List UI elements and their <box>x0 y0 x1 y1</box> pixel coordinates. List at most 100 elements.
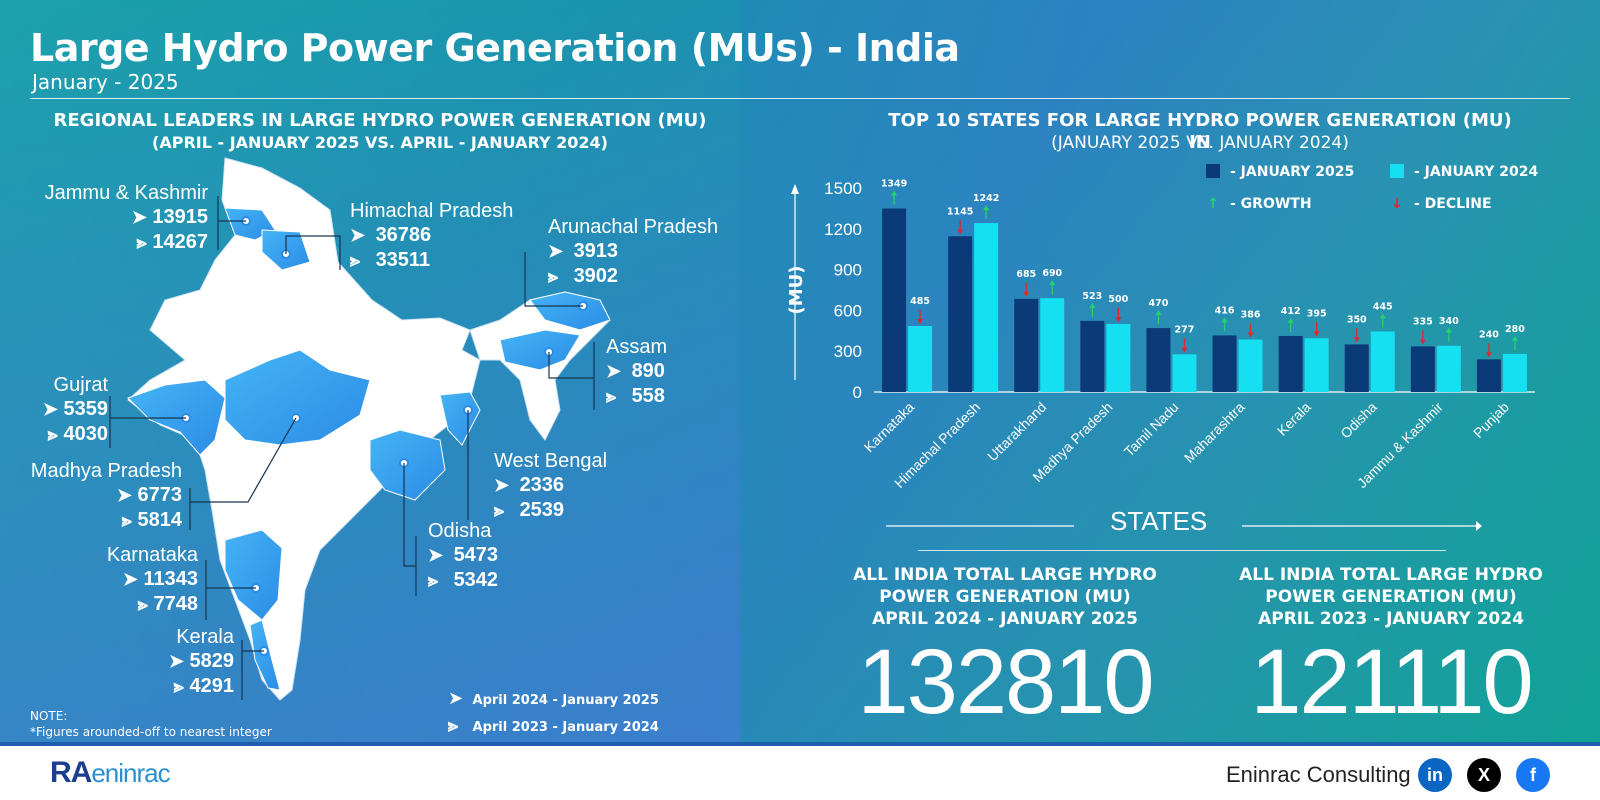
bar <box>882 208 907 392</box>
legend-growth: ↑ - GROWTH <box>1206 196 1312 212</box>
hollow-arrow-icon: ⪢ <box>47 424 58 444</box>
y-tick-label: 1500 <box>824 179 862 198</box>
label-assam: Assam ➤ 890 ⪢ 558 <box>606 336 667 409</box>
bar <box>948 236 973 392</box>
decline-arrowhead <box>1247 332 1254 338</box>
note-title: NOTE: <box>30 709 68 723</box>
decline-arrowhead <box>1313 331 1320 337</box>
state-previous-value: 4291 <box>189 675 235 697</box>
solid-arrow-icon: ➤ <box>606 361 622 381</box>
bar-chart: (MU) 0 300 600 900 1200 1500 1349 485 Karnataka 11… <box>786 179 1535 491</box>
bar-value-label: 335 <box>1413 316 1433 327</box>
state-previous-value: 14267 <box>152 231 208 253</box>
label-madhya-pradesh: Madhya Pradesh ➤ 6773 ⪢ 5814 <box>22 460 182 533</box>
label-arunachal-pradesh: Arunachal Pradesh ➤ 3913 ⪢ 3902 <box>548 216 718 289</box>
bar <box>1146 328 1171 392</box>
page-title: Large Hydro Power Generation (MUs) - Ind… <box>30 26 960 70</box>
leader-odisha <box>403 463 417 596</box>
legend-label-growth: - GROWTH <box>1230 196 1312 212</box>
bar-value-label: 277 <box>1175 324 1195 335</box>
solid-arrow-icon: ➤ <box>131 207 147 227</box>
state-current-value: 11343 <box>143 568 198 590</box>
state-previous-value: 3902 <box>573 265 619 287</box>
state-previous-value: 7748 <box>153 593 199 615</box>
bar-value-label: 685 <box>1016 269 1036 280</box>
bar-value-label: 1242 <box>973 193 999 204</box>
bar-value-label: 416 <box>1215 305 1235 316</box>
leader-jammu-kashmir <box>217 196 246 250</box>
bar-value-label: 280 <box>1505 324 1525 335</box>
states-axis-line <box>886 521 1482 531</box>
total-previous-heading-line: APRIL 2023 - JANUARY 2024 <box>1258 609 1524 629</box>
state-previous-value: 2539 <box>519 499 565 521</box>
solid-arrow-icon: ➤ <box>548 241 564 261</box>
legend-label-jan-2025: - JANUARY 2025 <box>1230 164 1355 180</box>
state-current-value: 3913 <box>573 240 619 262</box>
total-previous-value: 121110 <box>1250 631 1533 733</box>
bar-value-label: 340 <box>1439 316 1459 327</box>
legend-swatch-jan-2025 <box>1206 164 1220 178</box>
hollow-arrow-icon: ⪢ <box>448 715 459 736</box>
bar-value-label: 395 <box>1307 308 1327 319</box>
label-west-bengal: West Bengal ➤ 2336 ⪢ 2539 <box>494 450 607 523</box>
x-icon[interactable]: X <box>1467 758 1501 792</box>
y-axis-arrowhead <box>791 184 799 194</box>
solid-arrow-icon: ➤ <box>168 651 184 671</box>
growth-arrowhead <box>891 190 898 196</box>
label-karnataka: Karnataka ➤ 11343 ⪢ 7748 <box>96 544 198 617</box>
solid-arrow-icon: ➤ <box>428 545 444 565</box>
hollow-arrow-icon: ⪢ <box>428 570 439 590</box>
bar <box>974 223 999 392</box>
brand-name: Eninrac Consulting <box>1226 762 1411 787</box>
note: NOTE: *Figures arounded-off to nearest i… <box>30 708 272 740</box>
leader-himachal-pradesh <box>285 235 341 270</box>
section-divider <box>918 550 1446 551</box>
x-axis-label: STATES <box>1110 506 1208 536</box>
bar <box>908 326 933 392</box>
leader-karnataka <box>205 560 256 620</box>
bar-value-label: 523 <box>1082 291 1102 302</box>
total-current-heading: ALL INDIA TOTAL LARGE HYDRO POWER GENERA… <box>840 564 1170 630</box>
bar <box>1080 320 1105 392</box>
page-subtitle: January - 2025 <box>32 70 179 94</box>
linkedin-icon[interactable]: in <box>1418 758 1452 792</box>
states-axis-arrowhead <box>1476 521 1482 531</box>
total-current-heading-line: APRIL 2024 - JANUARY 2025 <box>872 609 1138 629</box>
bar <box>1502 353 1527 392</box>
map-karnataka <box>224 529 283 621</box>
facebook-icon[interactable]: f <box>1516 758 1550 792</box>
bar <box>1370 331 1395 392</box>
state-previous-value: 558 <box>631 385 665 407</box>
decline-arrowhead <box>1115 317 1122 322</box>
solid-arrow-icon: ➤ <box>494 475 510 495</box>
bar-value-label: 485 <box>910 296 930 307</box>
leader-kerala <box>241 640 264 700</box>
growth-arrowhead <box>1221 317 1228 323</box>
bar-value-label: 350 <box>1347 314 1367 325</box>
growth-arrowhead <box>1379 313 1386 319</box>
label-odisha: Odisha ➤ 5473 ⪢ 5342 <box>428 520 498 593</box>
x-tick-label: Punjab <box>1470 399 1512 441</box>
map-legend-previous: April 2023 - January 2024 <box>472 720 659 735</box>
solid-arrow-icon: ➤ <box>122 569 138 589</box>
solid-arrow-icon: ➤ <box>42 399 58 419</box>
map-assam <box>499 329 581 371</box>
growth-arrowhead <box>1089 302 1096 308</box>
growth-arrowhead <box>1511 335 1518 341</box>
bar-value-label: 412 <box>1281 306 1301 317</box>
footer: RAeninrac Eninrac Consulting in X f <box>0 742 1600 800</box>
legend-series-2: - JANUARY 2024 <box>1390 164 1538 180</box>
solid-arrow-icon: ➤ <box>350 225 366 245</box>
eninrac-logo[interactable]: RAeninrac <box>50 756 171 790</box>
state-current-value: 5473 <box>453 544 499 566</box>
total-current-heading-line: POWER GENERATION (MU) <box>879 587 1131 607</box>
hollow-arrow-icon: ⪢ <box>548 266 559 286</box>
bar-value-label: 500 <box>1108 294 1128 305</box>
legend-series-1: - JANUARY 2025 <box>1206 164 1354 180</box>
decline-arrowhead <box>1419 339 1426 345</box>
hollow-arrow-icon: ⪢ <box>494 500 505 520</box>
x-tick-label: Uttarakhand <box>984 399 1049 464</box>
state-name: Assam <box>606 336 668 358</box>
label-kerala: Kerala ➤ 5829 ⪢ 4291 <box>150 626 234 699</box>
legend-label-decline: - DECLINE <box>1414 196 1492 212</box>
